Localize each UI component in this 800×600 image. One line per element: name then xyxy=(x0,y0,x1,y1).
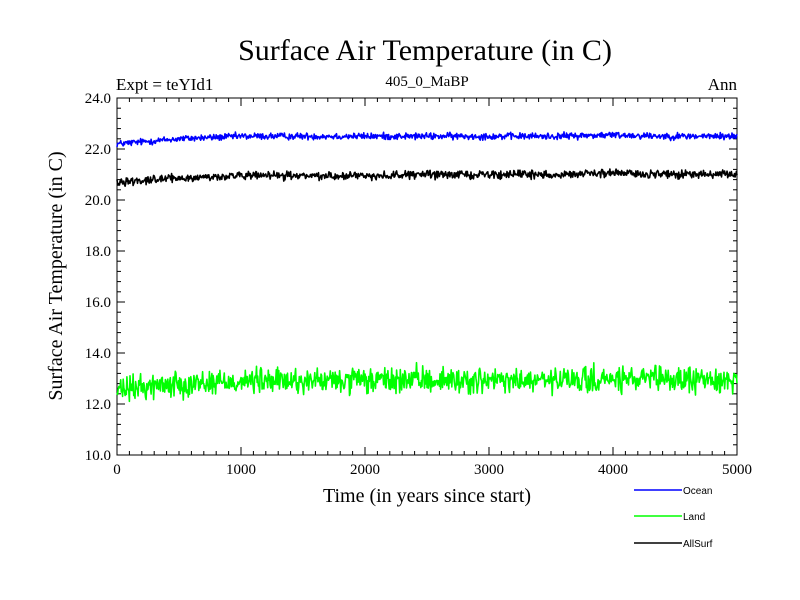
x-tick-label: 3000 xyxy=(474,462,504,478)
y-tick-label: 22.0 xyxy=(85,142,111,158)
y-axis-label: Surface Air Temperature (in C) xyxy=(45,151,67,400)
season-label: Ann xyxy=(708,75,738,94)
period-label: 405_0_MaBP xyxy=(385,74,468,90)
x-tick-label: 4000 xyxy=(598,462,628,478)
y-tick-label: 12.0 xyxy=(85,397,111,413)
legend-label-land: Land xyxy=(683,512,705,523)
legend: Ocean Land AllSurf xyxy=(634,486,713,550)
x-tick-label: 0 xyxy=(113,462,121,478)
experiment-label: Expt = teYId1 xyxy=(116,75,213,94)
x-tick-label: 2000 xyxy=(350,462,380,478)
y-tick-label: 20.0 xyxy=(85,193,111,209)
y-tick-label: 16.0 xyxy=(85,295,111,311)
x-axis-label: Time (in years since start) xyxy=(323,485,531,507)
series-line-allsurf xyxy=(116,168,738,187)
series-layer xyxy=(116,131,738,403)
legend-label-ocean: Ocean xyxy=(683,486,712,497)
y-tick-label: 18.0 xyxy=(85,244,111,260)
y-tick-label: 24.0 xyxy=(85,91,111,107)
series-line-ocean xyxy=(116,131,738,148)
chart-title: Surface Air Temperature (in C) xyxy=(238,34,612,67)
y-axis: 10.0 12.0 14.0 16.0 18.0 20.0 22.0 24.0 xyxy=(85,91,737,464)
plot-frame xyxy=(116,97,738,456)
y-tick-label: 10.0 xyxy=(85,448,111,464)
x-tick-label: 1000 xyxy=(226,462,256,478)
x-axis: 0 1000 2000 3000 4000 5000 xyxy=(113,98,752,478)
series-line-land xyxy=(116,361,738,403)
y-tick-label: 14.0 xyxy=(85,346,111,362)
x-tick-label: 5000 xyxy=(722,462,752,478)
legend-label-allsurf: AllSurf xyxy=(683,539,713,550)
